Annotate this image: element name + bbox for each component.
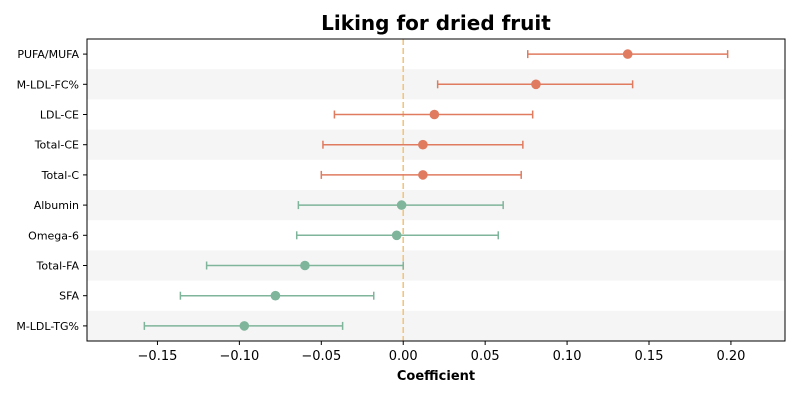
y-tick-label: M-LDL-FC% (17, 78, 79, 91)
estimate-point (622, 49, 633, 59)
estimate-point (391, 230, 402, 241)
estimate-point (300, 260, 310, 271)
x-tick-label: 0.20 (716, 349, 745, 364)
x-tick-label: 0.00 (389, 349, 418, 364)
row-band (87, 69, 785, 100)
x-axis-label: Coefficient (397, 369, 475, 384)
x-tick-label: −0.10 (219, 349, 259, 364)
x-tick-label: −0.15 (138, 349, 178, 364)
x-tick-label: −0.05 (301, 349, 341, 364)
plot-marks (143, 49, 729, 331)
x-axis: −0.15 −0.10 −0.05 0.00 0.05 0.10 0.15 0.20 (138, 341, 745, 364)
y-tick-label: Total-C (41, 169, 80, 182)
x-tick-label: 0.15 (635, 349, 664, 364)
estimate-point (239, 321, 250, 331)
chart-title: Liking for dried fruit (321, 11, 551, 35)
y-tick-label: M-LDL-TG% (16, 320, 79, 333)
row-band (87, 250, 785, 281)
y-tick-label: LDL-CE (40, 109, 79, 122)
estimate-point (396, 200, 407, 210)
y-tick-label: PUFA/MUFA (17, 48, 79, 61)
x-tick-label: 0.10 (553, 349, 582, 364)
estimate-point (429, 109, 440, 120)
plot-frame (86, 38, 786, 342)
y-tick-label: Omega-6 (28, 229, 79, 242)
estimate-point (270, 290, 281, 301)
y-tick-label: Total-CE (34, 139, 79, 152)
y-tick-label: Albumin (34, 199, 79, 212)
estimate-point (418, 139, 428, 150)
estimate-point (531, 79, 541, 90)
y-axis: PUFA/MUFA M-LDL-FC% LDL-CE Total-CE Total-C A… (16, 48, 87, 333)
y-tick-label: SFA (59, 290, 79, 303)
x-tick-label: 0.05 (471, 349, 500, 364)
y-tick-label: Total-FA (35, 260, 79, 273)
estimate-point (418, 170, 428, 180)
